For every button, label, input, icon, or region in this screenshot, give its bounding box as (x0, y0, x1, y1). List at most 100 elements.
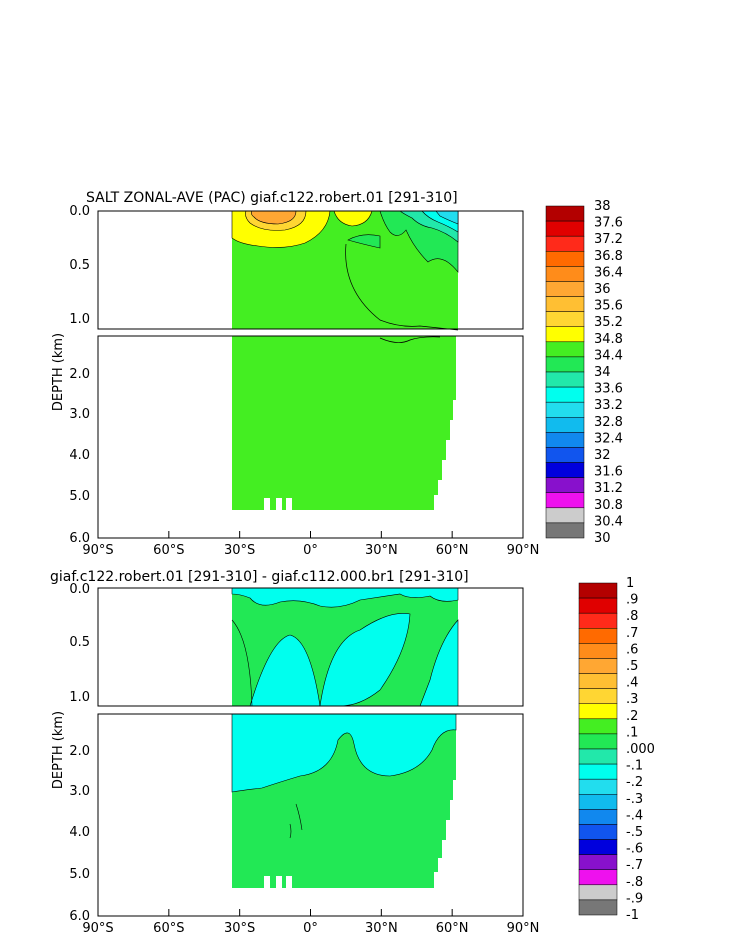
colorbar-swatch (578, 839, 618, 855)
colorbar-swatch (545, 507, 585, 524)
colorbar-label: 35.6 (594, 299, 623, 314)
panel-2-colorbar: 1 .9.8 .7.6 .5 .4.3 .2.1 .000 -.1-.2 -.3-.4 -.5 -.… (578, 576, 655, 923)
colorbar-swatch (578, 899, 618, 916)
colorbar-label: -.3 (626, 792, 643, 807)
y-tick-4-0: 4.0 (69, 448, 90, 463)
colorbar-swatch (545, 356, 585, 373)
colorbar-swatch (578, 854, 618, 870)
colorbar-label: 37.2 (594, 232, 623, 247)
y-tick-5-0: 5.0 (69, 489, 90, 504)
colorbar-swatch (578, 612, 618, 629)
colorbar-swatch (545, 341, 585, 358)
x-tick-label: 60°N (436, 543, 469, 558)
colorbar-label: 36.8 (594, 249, 623, 264)
x-tick-label: 0° (303, 921, 318, 936)
colorbar-label: 1 (626, 576, 634, 591)
panel-1-upper-field (231, 210, 459, 331)
panel-1-title: SALT ZONAL-AVE (PAC) giaf.c122.robert.01… (86, 190, 458, 206)
colorbar-swatch (545, 522, 585, 539)
colorbar-label: .9 (626, 593, 638, 608)
colorbar-swatch (578, 658, 618, 674)
x-tick-label: 30°N (365, 543, 398, 558)
colorbar-swatch (578, 688, 618, 704)
colorbar-swatch (578, 763, 618, 780)
x-tick-label: 30°S (224, 921, 255, 936)
panel-2-lower-field (231, 713, 457, 888)
contour-34-4-c (347, 234, 381, 249)
colorbar-label: 38 (594, 199, 611, 214)
panel-1-lower-field (232, 336, 456, 510)
y2-tick-6-0: 6.0 (69, 909, 90, 924)
colorbar-label: 30.8 (594, 498, 623, 513)
colorbar-swatch (578, 597, 618, 614)
colorbar-label: -.4 (626, 808, 643, 823)
panel-1-x-axis: 90°S 60°S 30°S 0° 30°N 60°N 90°N (82, 531, 539, 558)
contour-36 (251, 210, 297, 225)
x-tick-label: 90°N (507, 921, 540, 936)
y-tick-0-0: 0.0 (69, 204, 90, 219)
y2-tick-0-5: 0.5 (69, 635, 90, 650)
x-tick-label: 60°S (153, 543, 184, 558)
colorbar-label: 34.8 (594, 332, 623, 347)
colorbar-swatch (545, 447, 585, 463)
colorbar-label: 32.8 (594, 415, 623, 430)
colorbar-label: -.8 (626, 875, 643, 890)
colorbar-swatch (578, 884, 618, 901)
colorbar-label: .8 (626, 609, 638, 624)
colorbar-swatch (578, 673, 618, 689)
colorbar-swatch (578, 824, 618, 840)
y-tick-2-0: 2.0 (69, 367, 90, 382)
x-tick-label: 90°N (507, 543, 540, 558)
colorbar-label: .2 (626, 709, 638, 724)
x-tick-label: 30°S (224, 543, 255, 558)
colorbar-label: -.9 (626, 891, 643, 906)
colorbar-label: .000 (626, 742, 655, 757)
colorbar-swatch (545, 492, 585, 509)
colorbar-label: 30 (594, 531, 611, 546)
colorbar-swatch (578, 628, 618, 644)
colorbar-swatch (578, 869, 618, 886)
colorbar-label: 30.4 (594, 514, 623, 529)
panel-diff: giaf.c122.robert.01 [291-310] - giaf.c11… (50, 569, 655, 936)
x-tick-label: 90°S (82, 921, 113, 936)
colorbar-swatch (578, 703, 618, 720)
diff-neg-region-b (231, 587, 459, 608)
panel-2-upper-frame (97, 587, 524, 707)
colorbar-swatch (545, 311, 585, 327)
diff-neg-deep (231, 713, 457, 793)
colorbar-label: 31.2 (594, 481, 623, 496)
panel-salt: SALT ZONAL-AVE (PAC) giaf.c122.robert.01… (51, 190, 623, 558)
colorbar-swatch (578, 794, 618, 810)
colorbar-swatch (545, 235, 585, 252)
diff-contour-deep-a (295, 803, 303, 831)
colorbar-swatch (545, 266, 585, 282)
panel-1-colorbar: 38 37.637.2 36.836.4 36 35.635.2 34.834.4 34 33… (545, 199, 623, 546)
colorbar-swatch (545, 401, 585, 418)
contour-35-2-b (333, 210, 373, 227)
colorbar-label: -.1 (626, 759, 643, 774)
x-tick-label: 60°S (153, 921, 184, 936)
colorbar-label: .5 (626, 659, 638, 674)
colorbar-label: 33.2 (594, 398, 623, 413)
colorbar-label: .3 (626, 692, 638, 707)
colorbar-label: 31.6 (594, 465, 623, 480)
contour-line-34-4 (345, 243, 459, 331)
y2-axis-label: DEPTH (km) (51, 711, 66, 789)
y-tick-6-0: 6.0 (69, 531, 90, 546)
y-tick-3-0: 3.0 (69, 407, 90, 422)
y2-tick-1-0: 1.0 (69, 690, 90, 705)
colorbar-label: 36.4 (594, 265, 623, 280)
colorbar-label: .7 (626, 626, 638, 641)
x-tick-label: 30°N (365, 921, 398, 936)
x-tick-label: 60°N (436, 921, 469, 936)
colorbar-swatch (578, 643, 618, 659)
y-tick-0-5: 0.5 (69, 258, 90, 273)
salinity-fill-deep (232, 336, 456, 510)
diff-neg-region-c (319, 613, 411, 707)
colorbar-label: 35.2 (594, 315, 623, 330)
colorbar-swatch (545, 386, 585, 403)
colorbar-label: -.6 (626, 842, 643, 857)
colorbar-swatch (545, 477, 585, 493)
colorbar-swatch (545, 296, 585, 312)
colorbar-swatch (545, 432, 585, 448)
